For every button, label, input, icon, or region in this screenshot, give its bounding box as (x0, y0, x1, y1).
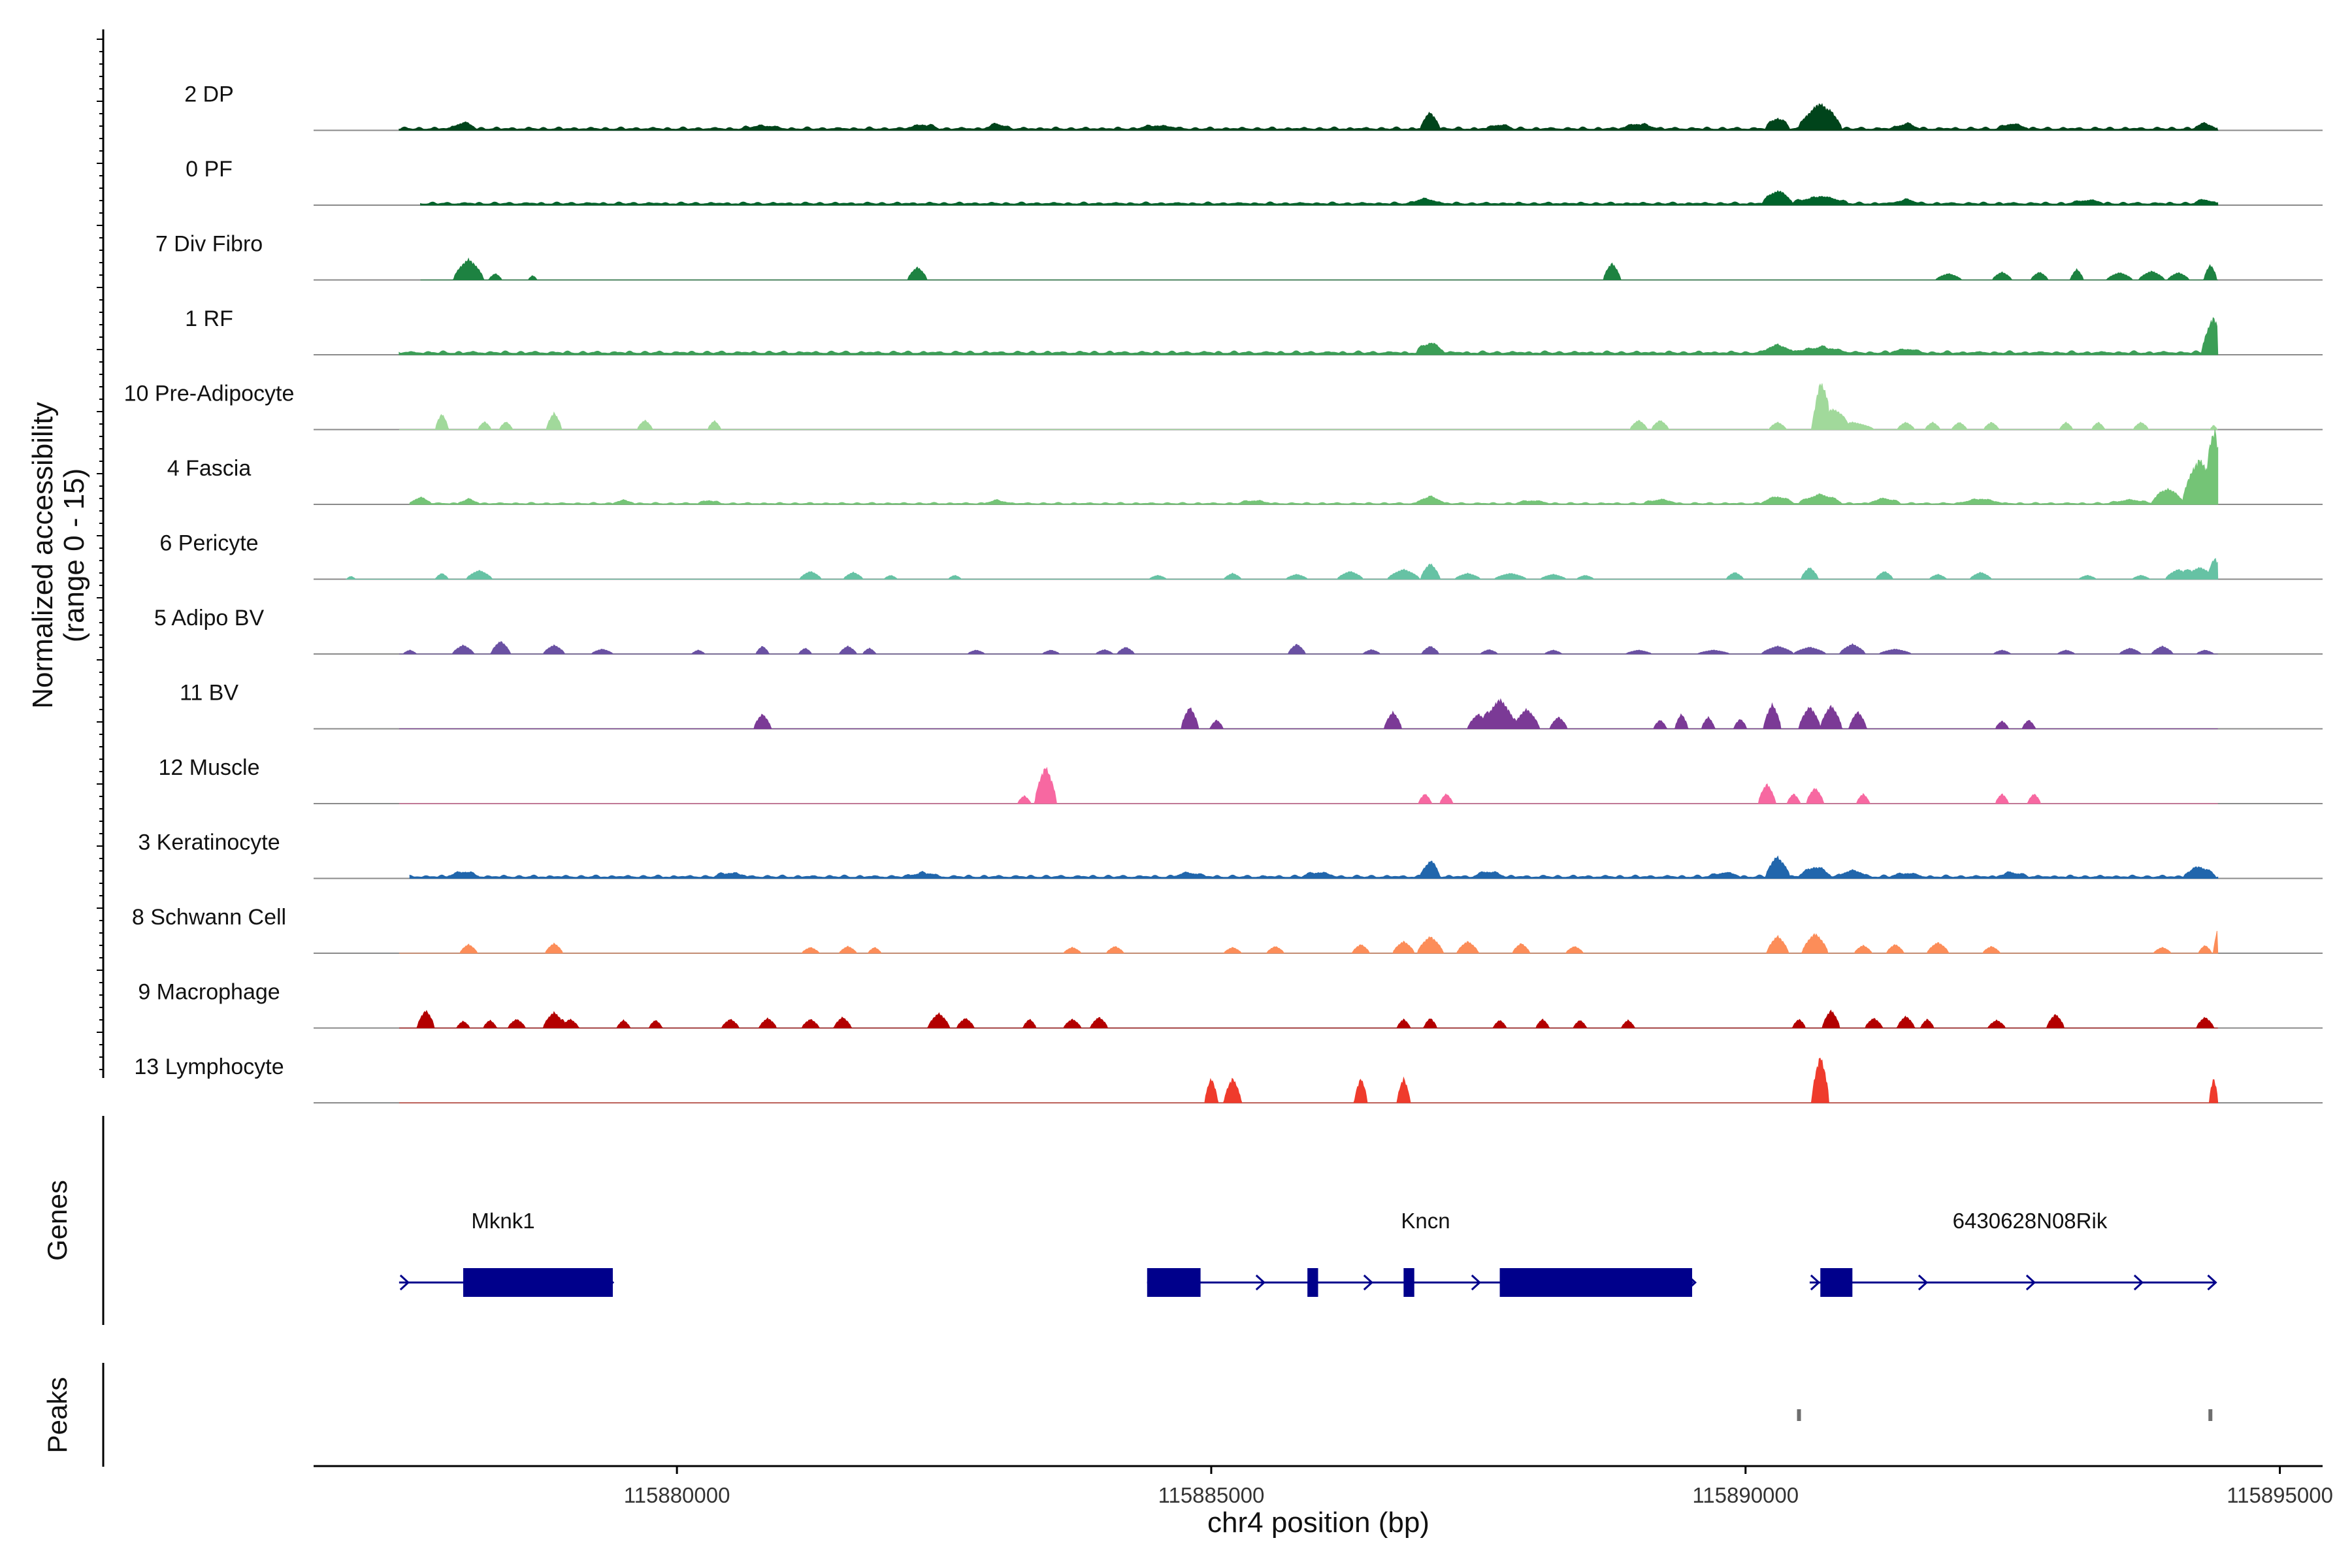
exon (1820, 1268, 1853, 1297)
x-axis-title: chr4 position (bp) (1207, 1507, 1429, 1539)
track-2-dp: 2 DP (184, 82, 2323, 131)
x-axis-ticks: 115880000 115885000 115890000 115895000 (624, 1466, 2333, 1507)
coverage-area-3-keratinocyte (409, 855, 2219, 879)
strand-arrow-icon (399, 1274, 410, 1291)
exon (1499, 1268, 1692, 1297)
coverage-area-7-div-fibro (420, 257, 2218, 280)
track-11-bv: 11 BV (180, 681, 2323, 730)
track-5-adipo-bv: 5 Adipo BV (154, 606, 2323, 655)
track-7-div-fibro: 7 Div Fibro (155, 232, 2323, 281)
exon (463, 1268, 613, 1297)
y-axis-title-line2: (range 0 - 15) (58, 468, 90, 643)
coverage-area-5-adipo-bv (399, 641, 2218, 655)
gene-label: Mknk1 (471, 1209, 534, 1233)
track-label: 11 BV (180, 681, 238, 706)
track-label: 12 Muscle (159, 755, 260, 780)
track-label: 8 Schwann Cell (132, 905, 286, 930)
track-label: 3 Keratinocyte (138, 830, 280, 855)
coverage-area-12-muscle (399, 766, 2218, 804)
coverage-area-1-rf (399, 317, 2219, 355)
track-1-rf: 1 RF (185, 306, 2323, 355)
track-12-muscle: 12 Muscle (159, 755, 2323, 804)
track-label: 1 RF (185, 306, 233, 331)
strand-arrow-icon (1918, 1274, 1929, 1291)
coverage-tracks: 2 DP 0 PF 7 Div Fibro 1 RF 10 Pre-Adipocyte 4… (124, 82, 2323, 1103)
gene-annotation-track: Mknk1 Kncn 6430628N08Rik (399, 1209, 2217, 1297)
strand-arrow-icon (1363, 1274, 1374, 1291)
gene-kncn: Kncn (1147, 1209, 1697, 1297)
strand-arrow-icon (1255, 1274, 1266, 1291)
track-label: 2 DP (184, 82, 234, 107)
track-10-pre-adipocyte: 10 Pre-Adipocyte (124, 382, 2323, 431)
track-6-pericyte: 6 Pericyte (159, 531, 2323, 580)
gene-6430628n08rik: 6430628N08Rik (1809, 1209, 2217, 1297)
track-label: 6 Pericyte (159, 531, 258, 556)
gene-label: Kncn (1401, 1209, 1450, 1233)
track-0-pf: 0 PF (186, 157, 2323, 206)
y-axis-title-line1: Normalized accessibility (27, 402, 59, 708)
track-label: 13 Lymphocyte (134, 1054, 284, 1079)
x-tick-label: 115885000 (1158, 1483, 1265, 1507)
strand-arrow-icon (2025, 1274, 2036, 1291)
coverage-y-axis-ticks (97, 39, 103, 1070)
track-label: 5 Adipo BV (154, 606, 265, 630)
coverage-area-8-schwann-cell (399, 930, 2219, 954)
coverage-area-9-macrophage (399, 1009, 2218, 1028)
peak-mark (1797, 1409, 1801, 1421)
peaks-track (1797, 1409, 2213, 1421)
genes-panel-title: Genes (42, 1180, 73, 1261)
track-9-macrophage: 9 Macrophage (138, 980, 2323, 1029)
x-tick-label: 115880000 (624, 1483, 730, 1507)
strand-arrow-icon (1471, 1274, 1482, 1291)
track-3-keratinocyte: 3 Keratinocyte (138, 830, 2323, 879)
y-axis-title: Normalized accessibility (range 0 - 15) (27, 402, 90, 708)
exon (1403, 1268, 1414, 1297)
gene-label: 6430628N08Rik (1953, 1209, 2108, 1233)
track-label: 10 Pre-Adipocyte (124, 382, 295, 406)
coverage-area-2-dp (399, 103, 2219, 131)
strand-arrow-icon (2133, 1274, 2144, 1291)
exon (1307, 1268, 1318, 1297)
x-tick-label: 115890000 (1692, 1483, 1799, 1507)
track-13-lymphocyte: 13 Lymphocyte (134, 1054, 2323, 1103)
coverage-area-13-lymphocyte (399, 1057, 2219, 1103)
coverage-area-4-fascia (409, 429, 2219, 505)
gene-mknk1: Mknk1 (399, 1209, 615, 1297)
track-8-schwann-cell: 8 Schwann Cell (132, 905, 2323, 954)
track-4-fascia: 4 Fascia (167, 429, 2323, 505)
peaks-panel-title: Peaks (42, 1377, 73, 1454)
coverage-area-10-pre-adipocyte (399, 383, 2218, 430)
coverage-area-6-pericyte (346, 557, 2219, 580)
track-label: 9 Macrophage (138, 980, 280, 1005)
coverage-area-11-bv (399, 698, 2218, 729)
strand-arrow-icon (2207, 1274, 2217, 1291)
exon (1147, 1268, 1201, 1297)
x-tick-label: 115895000 (2227, 1483, 2333, 1507)
track-label: 7 Div Fibro (155, 232, 263, 257)
peak-mark (2208, 1409, 2213, 1421)
track-label: 0 PF (186, 157, 233, 182)
track-label: 4 Fascia (167, 456, 252, 481)
strand-arrow-icon (1810, 1274, 1821, 1291)
coverage-area-0-pf (420, 189, 2219, 206)
